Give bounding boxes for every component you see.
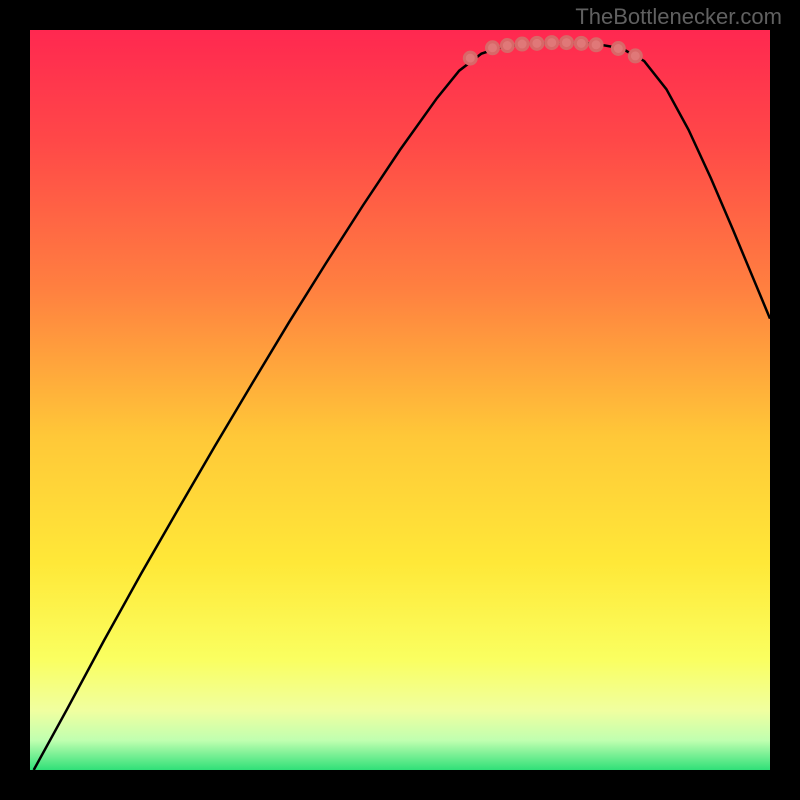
bottleneck-curve	[34, 43, 770, 770]
curve-marker	[487, 42, 499, 54]
watermark-text: TheBottlenecker.com	[575, 4, 782, 30]
curve-markers-group	[464, 37, 641, 65]
chart-curve-layer	[30, 30, 770, 770]
curve-marker	[629, 50, 641, 62]
curve-marker	[590, 39, 602, 51]
curve-marker	[516, 38, 528, 50]
chart-container	[30, 30, 770, 770]
curve-marker	[612, 43, 624, 55]
curve-marker	[501, 40, 513, 52]
curve-marker	[561, 37, 573, 49]
curve-marker	[546, 37, 558, 49]
curve-marker	[575, 37, 587, 49]
curve-marker	[464, 52, 476, 64]
curve-marker	[531, 37, 543, 49]
